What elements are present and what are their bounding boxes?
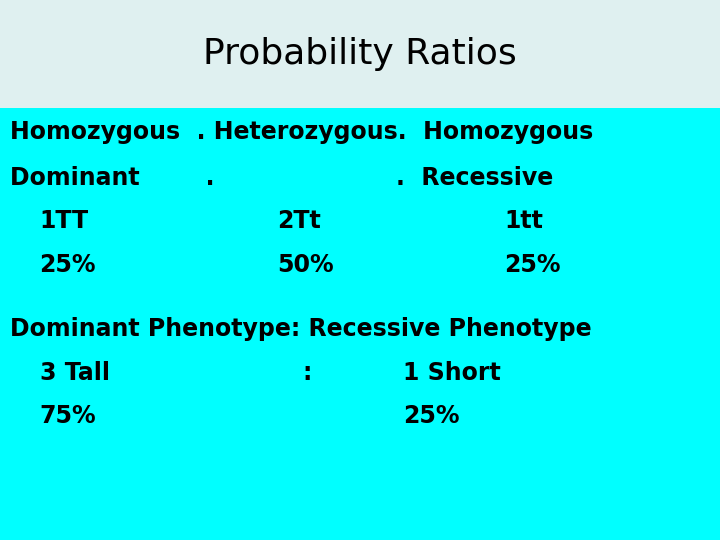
Text: 1 Short: 1 Short	[403, 361, 501, 384]
Text: 1tt: 1tt	[504, 210, 543, 233]
Text: Probability Ratios: Probability Ratios	[203, 37, 517, 71]
Text: 2Tt: 2Tt	[277, 210, 321, 233]
Text: 75%: 75%	[40, 404, 96, 428]
FancyBboxPatch shape	[0, 108, 720, 540]
Text: 3 Tall: 3 Tall	[40, 361, 109, 384]
Text: 1TT: 1TT	[40, 210, 89, 233]
Text: 25%: 25%	[403, 404, 459, 428]
Text: Dominant Phenotype: Recessive Phenotype: Dominant Phenotype: Recessive Phenotype	[10, 318, 592, 341]
Text: Dominant        .                      .  Recessive: Dominant . . Recessive	[10, 166, 554, 190]
Text: 25%: 25%	[504, 253, 560, 276]
Text: Homozygous  . Heterozygous.  Homozygous: Homozygous . Heterozygous. Homozygous	[10, 120, 593, 144]
Text: :: :	[302, 361, 312, 384]
Text: 50%: 50%	[277, 253, 334, 276]
Text: 25%: 25%	[40, 253, 96, 276]
